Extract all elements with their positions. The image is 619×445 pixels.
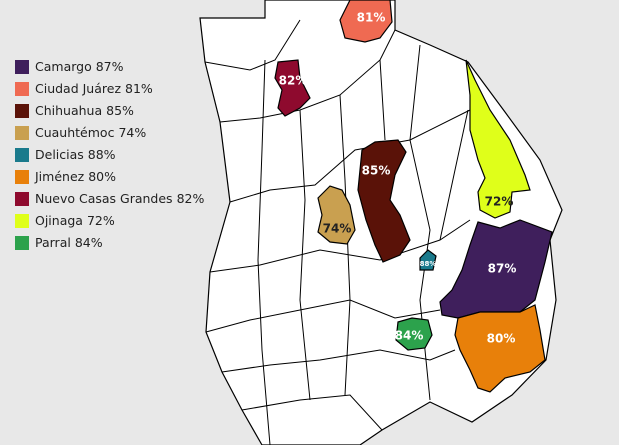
region	[419, 249, 437, 271]
legend-value: 82%	[177, 191, 205, 206]
legend-value: 81%	[125, 81, 153, 96]
legend-name: Nuevo Casas Grandes	[35, 191, 173, 206]
region-label: 81%	[357, 11, 386, 25]
legend-name: Camargo	[35, 59, 92, 74]
legend-swatch	[15, 104, 29, 118]
region	[465, 59, 531, 219]
region-label: 84%	[395, 329, 424, 343]
legend-label: Ojinaga 72%	[35, 213, 115, 228]
legend-swatch	[15, 236, 29, 250]
region-label: 74%	[323, 222, 352, 236]
legend-name: Parral	[35, 235, 71, 250]
region	[395, 317, 433, 351]
legend-name: Chihuahua	[35, 103, 102, 118]
legend-name: Ojinaga	[35, 213, 83, 228]
region-label: 80%	[487, 332, 516, 346]
legend-value: 80%	[88, 169, 116, 184]
legend-label: Delicias 88%	[35, 147, 116, 162]
legend-label: Nuevo Casas Grandes 82%	[35, 191, 204, 206]
legend-swatch	[15, 60, 29, 74]
legend-label: Parral 84%	[35, 235, 103, 250]
legend-swatch	[15, 148, 29, 162]
legend-value: 87%	[96, 59, 124, 74]
legend-swatch	[15, 126, 29, 140]
legend-name: Jiménez	[34, 169, 85, 184]
legend-label: Ciudad Juárez 81%	[35, 81, 153, 96]
legend-name: Cuauhtémoc	[35, 125, 115, 140]
legend-value: 85%	[106, 103, 134, 118]
legend-value: 72%	[87, 213, 115, 228]
legend-value: 88%	[88, 147, 116, 162]
legend-label: Jiménez 80%	[34, 169, 116, 184]
region	[339, 0, 393, 43]
region-label: 87%	[488, 262, 517, 276]
legend-label: Chihuahua 85%	[35, 103, 134, 118]
legend-swatch	[15, 82, 29, 96]
region-label: 82%	[279, 74, 308, 88]
region	[317, 185, 356, 245]
legend-swatch	[15, 170, 29, 184]
legend-name: Delicias	[35, 147, 84, 162]
region-label: 72%	[485, 195, 514, 209]
legend-value: 84%	[75, 235, 103, 250]
legend-name: Ciudad Juárez	[35, 81, 121, 96]
region-label: 85%	[362, 164, 391, 178]
region-label: 88%	[420, 260, 437, 268]
legend-label: Cuauhtémoc 74%	[35, 125, 146, 140]
region	[274, 59, 311, 117]
legend: Camargo 87% Ciudad Juárez 81% Chihuahua 85% Cu…	[15, 59, 204, 250]
region	[454, 304, 546, 393]
legend-label: Camargo 87%	[35, 59, 124, 74]
legend-value: 74%	[118, 125, 146, 140]
legend-swatch	[15, 192, 29, 206]
legend-swatch	[15, 214, 29, 228]
region	[357, 139, 411, 263]
